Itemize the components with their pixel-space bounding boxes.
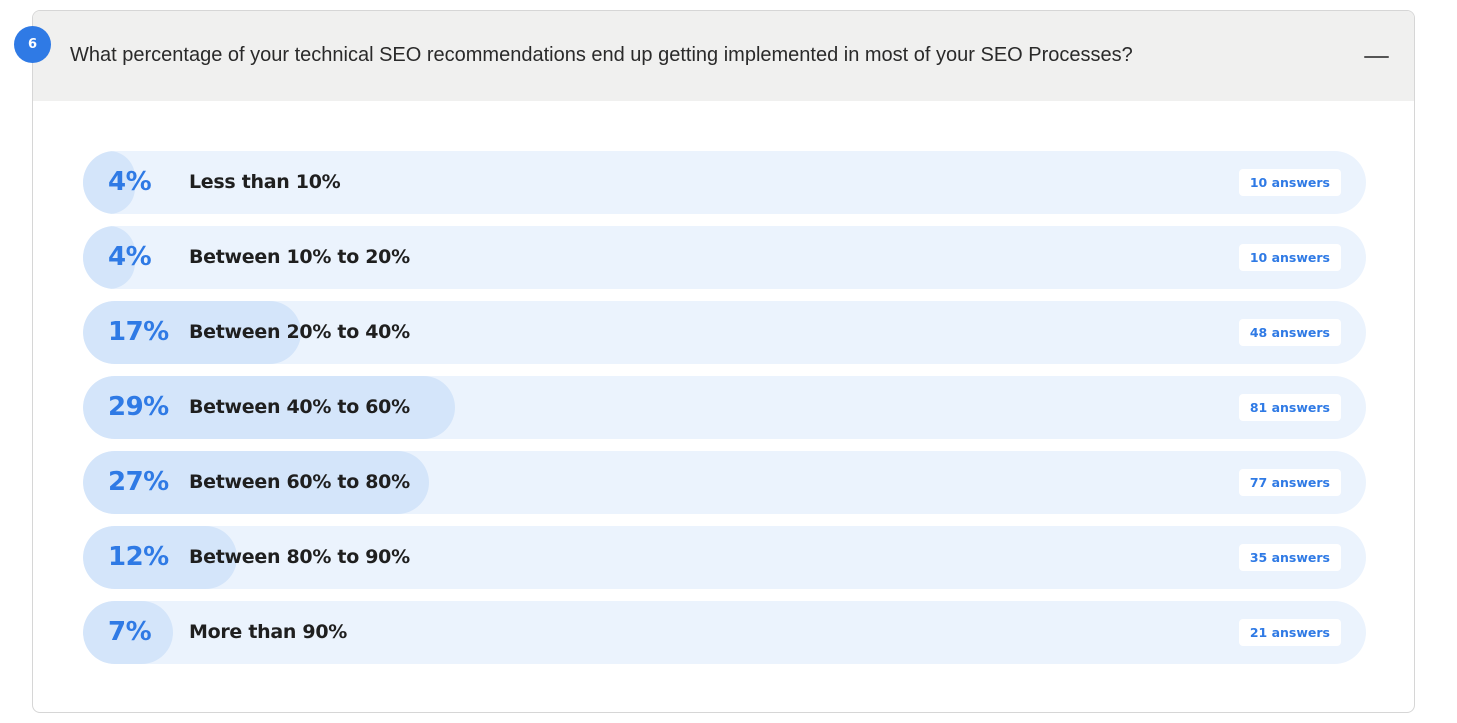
answer-count-badge: 77 answers bbox=[1238, 469, 1341, 496]
percent-value: 27% bbox=[108, 467, 169, 497]
percent-value: 4% bbox=[108, 167, 152, 197]
option-label: Between 40% to 60% bbox=[189, 396, 410, 418]
answer-option[interactable]: 4% Less than 10% 10 answers bbox=[83, 151, 1366, 214]
percent-fill-bar bbox=[83, 601, 173, 664]
percent-value: 29% bbox=[108, 392, 169, 422]
question-header[interactable]: What percentage of your technical SEO re… bbox=[33, 11, 1414, 101]
percent-value: 17% bbox=[108, 317, 169, 347]
answer-option[interactable]: 29% Between 40% to 60% 81 answers bbox=[83, 376, 1366, 439]
answer-count-badge: 48 answers bbox=[1238, 319, 1341, 346]
answer-option[interactable]: 17% Between 20% to 40% 48 answers bbox=[83, 301, 1366, 364]
option-label: Between 20% to 40% bbox=[189, 321, 410, 343]
percent-value: 12% bbox=[108, 542, 169, 572]
minus-icon bbox=[1364, 56, 1389, 58]
answer-option[interactable]: 4% Between 10% to 20% 10 answers bbox=[83, 226, 1366, 289]
option-label: Less than 10% bbox=[189, 171, 341, 193]
answer-count-badge: 21 answers bbox=[1238, 619, 1341, 646]
option-label: Between 80% to 90% bbox=[189, 546, 410, 568]
answer-count-badge: 35 answers bbox=[1238, 544, 1341, 571]
percent-fill-bar bbox=[83, 301, 301, 364]
answer-option[interactable]: 7% More than 90% 21 answers bbox=[83, 601, 1366, 664]
answer-option[interactable]: 27% Between 60% to 80% 77 answers bbox=[83, 451, 1366, 514]
option-label: More than 90% bbox=[189, 621, 347, 643]
answer-count-badge: 10 answers bbox=[1238, 244, 1341, 271]
percent-fill-bar bbox=[83, 451, 429, 514]
collapse-button[interactable] bbox=[1356, 37, 1396, 77]
percent-fill-bar bbox=[83, 226, 135, 289]
percent-fill-bar bbox=[83, 526, 237, 589]
percent-fill-bar bbox=[83, 151, 135, 214]
percent-value: 4% bbox=[108, 242, 152, 272]
question-number-badge: 6 bbox=[14, 26, 51, 63]
answer-count-badge: 10 answers bbox=[1238, 169, 1341, 196]
question-text: What percentage of your technical SEO re… bbox=[70, 44, 1133, 66]
option-label: Between 60% to 80% bbox=[189, 471, 410, 493]
percent-fill-bar bbox=[83, 376, 455, 439]
answer-options-list: 4% Less than 10% 10 answers 4% Between 1… bbox=[83, 151, 1366, 676]
percent-value: 7% bbox=[108, 617, 152, 647]
answer-option[interactable]: 12% Between 80% to 90% 35 answers bbox=[83, 526, 1366, 589]
option-label: Between 10% to 20% bbox=[189, 246, 410, 268]
answer-count-badge: 81 answers bbox=[1238, 394, 1341, 421]
